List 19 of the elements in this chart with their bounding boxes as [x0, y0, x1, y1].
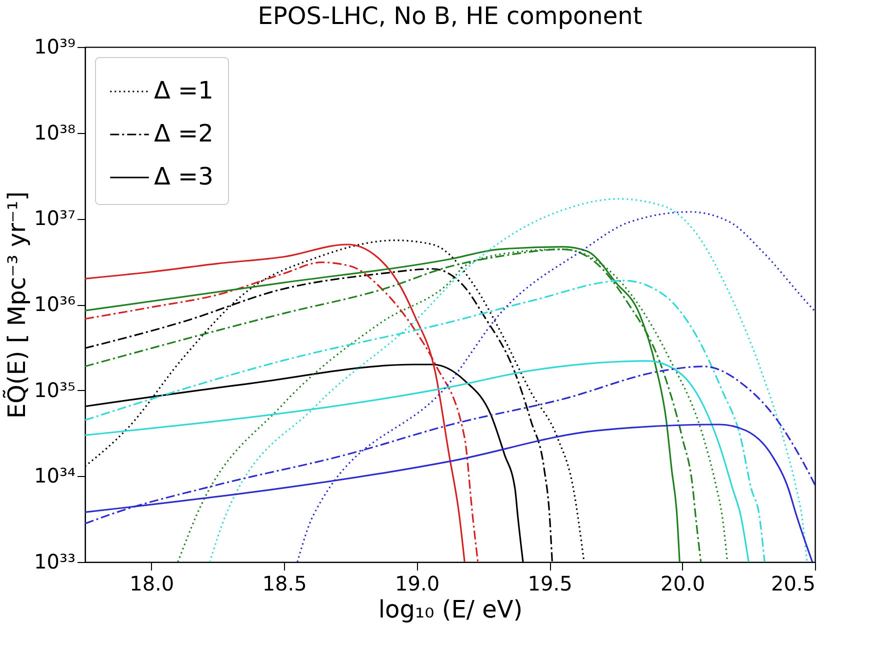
y-tick-label: 10³⁶	[34, 292, 76, 316]
y-tick-label: 10³⁵	[34, 378, 76, 402]
y-tick-label: 10³⁹	[34, 34, 76, 58]
x-tick-label: 20.0	[660, 572, 706, 596]
chart-title: EPOS-LHC, No B, HE component	[258, 2, 642, 30]
legend-label: Δ =1	[154, 76, 214, 104]
y-tick-label: 10³⁴	[34, 464, 76, 488]
y-axis-title: EQ̃(E) [ Mpc⁻³ yr⁻¹]	[2, 191, 32, 419]
y-tick-label: 10³⁷	[34, 206, 76, 230]
x-tick-label: 19.0	[395, 572, 440, 596]
x-tick-label: 20.5	[770, 572, 816, 596]
x-tick-label: 18.5	[262, 572, 307, 596]
x-tick-label: 18.0	[130, 572, 174, 596]
x-tick-label: 19.5	[528, 572, 572, 596]
y-tick-label: 10³³	[34, 550, 76, 574]
legend-label: Δ =2	[154, 120, 214, 148]
legend-label: Δ =3	[154, 162, 214, 190]
x-axis-title: log₁₀ (E/ eV)	[378, 596, 523, 624]
y-tick-label: 10³⁸	[34, 120, 76, 144]
